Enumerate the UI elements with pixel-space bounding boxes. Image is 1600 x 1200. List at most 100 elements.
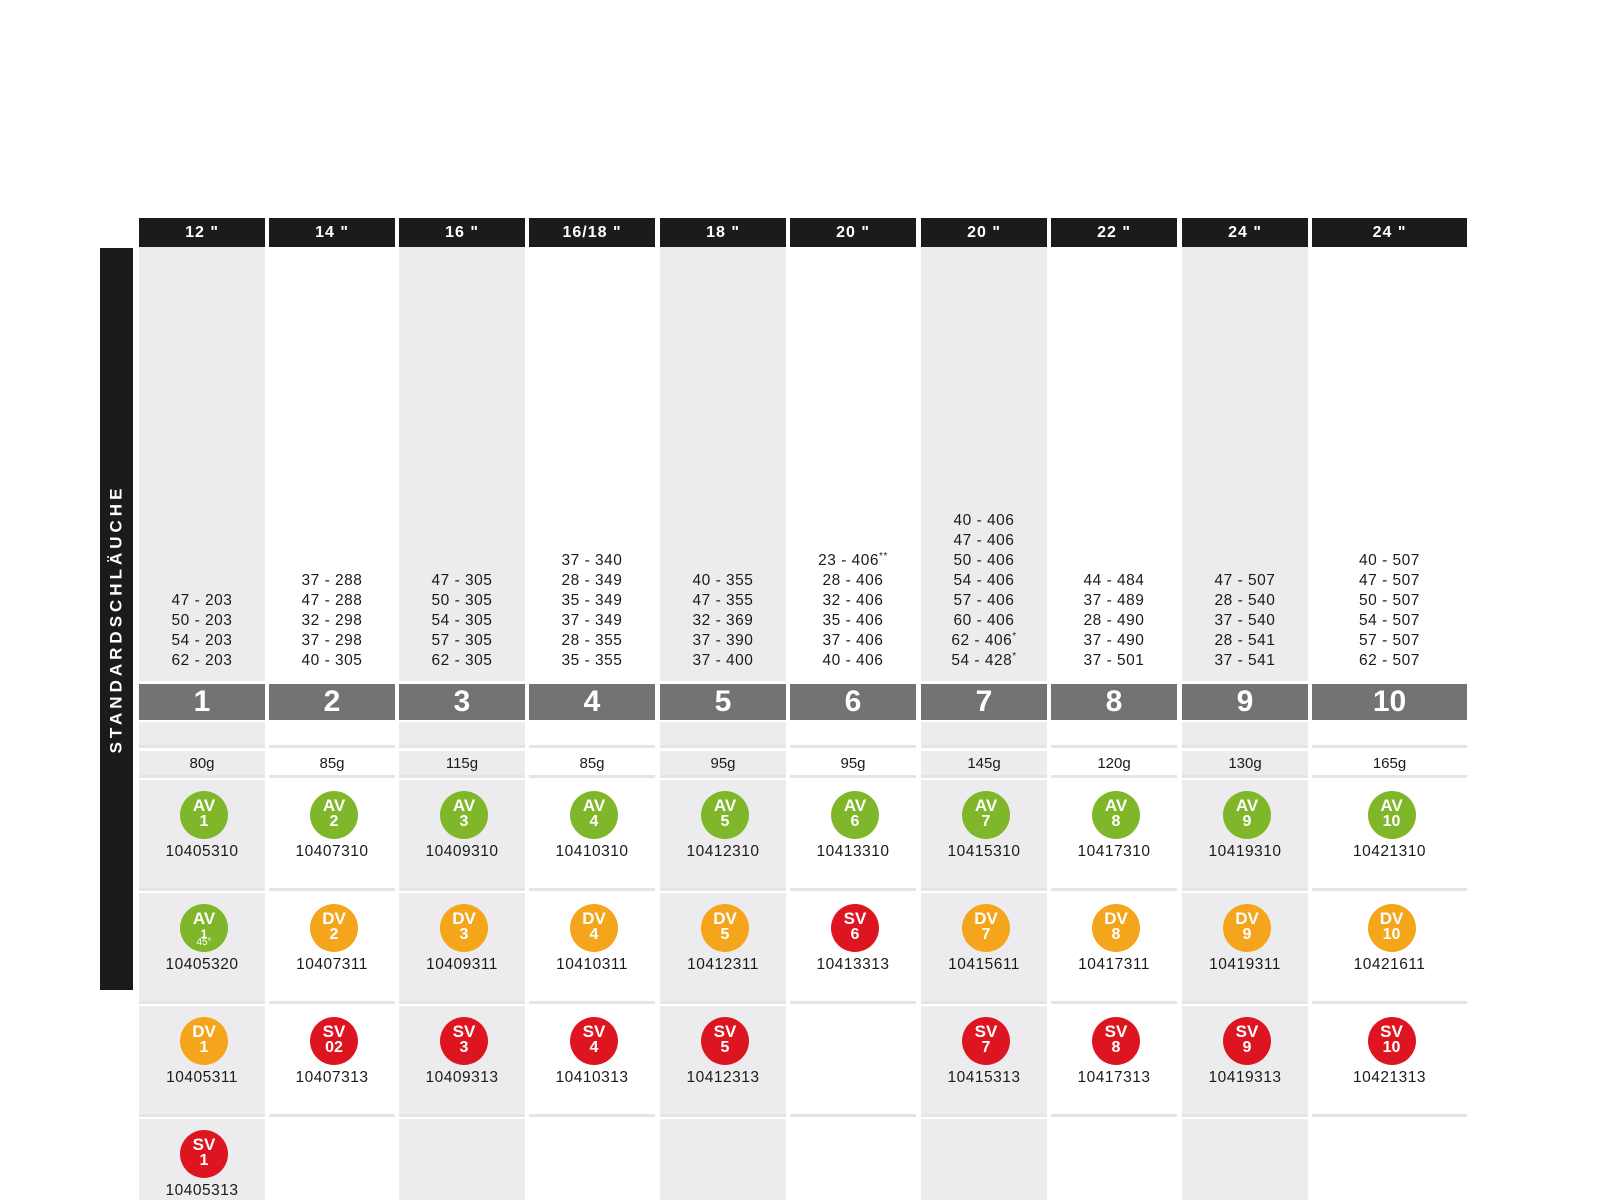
tire-size-text: 37 - 490 <box>1083 632 1145 649</box>
column-number: 5 <box>660 684 786 720</box>
tire-size: 44 - 484 <box>1051 571 1177 591</box>
valve-number: 1 <box>200 927 208 941</box>
tire-size: 37 - 501 <box>1051 651 1177 671</box>
blank-row <box>399 722 525 748</box>
valve-entry: AV 8 10417310 <box>1051 780 1177 888</box>
tire-size: 28 - 540 <box>1182 591 1308 611</box>
valve-number: 4 <box>589 926 599 943</box>
valve-number: 3 <box>459 1039 469 1056</box>
valve-entry: AV 4 10410310 <box>529 780 655 888</box>
valve-entry: DV 8 10417311 <box>1051 893 1177 1001</box>
tire-size-text: 40 - 406 <box>822 652 884 669</box>
tire-size: 35 - 355 <box>529 651 655 671</box>
tire-size: 40 - 305 <box>269 651 395 671</box>
valve-row-cell: DV 8 10417311 <box>1051 893 1177 1004</box>
valve-type: DV <box>1379 909 1404 928</box>
valve-row-cell: DV 2 10407311 <box>269 893 395 1004</box>
tire-size-text: 32 - 298 <box>301 612 363 629</box>
valve-row-cell: AV 4 10410310 <box>529 780 655 891</box>
valve-row-cell: DV 10 10421611 <box>1312 893 1467 1004</box>
valve-type: DV <box>974 909 998 928</box>
valve-entry: SV 1 10405313 <box>139 1119 265 1200</box>
valve-row-cell: DV 4 10410311 <box>529 893 655 1004</box>
valve-entry: SV 6 10413313 <box>790 893 916 1001</box>
valve-row-cell: SV 02 10407313 <box>269 1006 395 1117</box>
valve-row-cell: SV 3 10409313 <box>399 1006 525 1117</box>
valve-number: 7 <box>981 1039 991 1056</box>
valve-type: SV <box>192 1135 216 1154</box>
tire-size: 37 - 288 <box>269 571 395 591</box>
tire-size-text: 47 - 406 <box>953 532 1015 549</box>
size-column: 16/18 " 37 - 340 28 - 349 35 - 349 37 - 349 2… <box>529 218 655 1117</box>
article-number: 10412311 <box>687 956 759 973</box>
valve-sv-badge: SV 10 <box>1367 1017 1416 1065</box>
tube-weight: 165g <box>1312 751 1467 778</box>
valve-entry: SV 5 10412313 <box>660 1006 786 1114</box>
valve-angle: 45° <box>196 937 212 948</box>
valve-number: 6 <box>850 926 860 943</box>
article-number: 10407310 <box>295 843 369 860</box>
valve-entry: AV 2 10407310 <box>269 780 395 888</box>
tire-size: 60 - 406 <box>921 611 1047 631</box>
tube-weight: 85g <box>269 751 395 778</box>
valve-type: AV <box>1104 796 1128 815</box>
valve-row-cell: AV 10 10421310 <box>1312 780 1467 891</box>
tire-size-text: 35 - 349 <box>561 592 623 609</box>
footnote-mark: * <box>1012 651 1017 662</box>
tire-size-text: 47 - 203 <box>171 592 233 609</box>
side-label-text: STANDARDSCHLÄUCHE <box>106 484 126 754</box>
valve-type: DV <box>1104 909 1128 928</box>
tube-weight: 80g <box>139 751 265 778</box>
tire-size-text: 37 - 390 <box>692 632 754 649</box>
article-number: 10415313 <box>947 1069 1021 1086</box>
valve-type: SV <box>322 1022 346 1041</box>
size-column: 20 " 23 - 406** 28 - 406 32 - 406 35 - 406 37… <box>790 218 916 1117</box>
side-label-bar: STANDARDSCHLÄUCHE <box>100 248 133 990</box>
blank-row <box>790 722 916 748</box>
valve-type: SV <box>582 1022 606 1041</box>
tire-size-text: 37 - 298 <box>301 632 363 649</box>
tire-size: 50 - 507 <box>1312 591 1467 611</box>
valve-entry: DV 10 10421611 <box>1312 893 1467 1001</box>
valve-dv-badge: DV 8 <box>1092 904 1140 952</box>
tire-size-text: 37 - 406 <box>822 632 884 649</box>
valve-type: SV <box>843 909 867 928</box>
article-number: 10410311 <box>556 956 628 973</box>
valve-row-cell: SV 10 10421313 <box>1312 1006 1467 1117</box>
valve-entry: AV 7 10415310 <box>921 780 1047 888</box>
size-header: 20 " <box>921 218 1047 247</box>
size-column: 14 " 37 - 288 47 - 288 32 - 298 37 - 298 40 -… <box>269 218 395 1117</box>
tire-size-text: 47 - 288 <box>301 592 363 609</box>
valve-number: 8 <box>1111 813 1121 830</box>
size-column: 12 " 47 - 203 50 - 203 54 - 203 62 - 203 1 80g… <box>139 218 265 1200</box>
size-list-cell: 37 - 340 28 - 349 35 - 349 37 - 349 28 - 355… <box>529 247 655 681</box>
tire-size: 54 - 203 <box>139 631 265 651</box>
tire-size-text: 54 - 406 <box>953 572 1015 589</box>
valve-row-cell: SV 6 10413313 <box>790 893 916 1004</box>
tire-size-text: 37 - 541 <box>1214 652 1276 669</box>
article-number: 10407311 <box>296 956 368 973</box>
article-number: 10405313 <box>165 1182 239 1199</box>
valve-type: AV <box>974 796 998 815</box>
valve-dv-badge: DV 3 <box>440 904 488 952</box>
footnote-mark: * <box>1012 631 1017 642</box>
valve-sv-badge: SV 7 <box>962 1017 1010 1065</box>
valve-row-cell: AV 1 45° 10405320 <box>139 893 265 1004</box>
size-list-cell: 47 - 507 28 - 540 37 - 540 28 - 541 37 - 541 <box>1182 247 1308 681</box>
tire-size-text: 37 - 540 <box>1214 612 1276 629</box>
size-list-cell: 47 - 305 50 - 305 54 - 305 57 - 305 62 - 305 <box>399 247 525 681</box>
valve-dv-badge: DV 5 <box>701 904 749 952</box>
article-number: 10405311 <box>166 1069 238 1086</box>
valve-type: AV <box>192 909 216 928</box>
tire-size-text: 54 - 203 <box>171 632 233 649</box>
tire-size: 54 - 406 <box>921 571 1047 591</box>
blank-row <box>1312 722 1467 748</box>
valve-number: 9 <box>1242 926 1252 943</box>
valve-entry: SV 02 10407313 <box>269 1006 395 1114</box>
tube-weight: 130g <box>1182 751 1308 778</box>
tube-weight: 85g <box>529 751 655 778</box>
column-number: 9 <box>1182 684 1308 720</box>
tire-size-text: 57 - 305 <box>431 632 493 649</box>
size-column: 22 " 44 - 484 37 - 489 28 - 490 37 - 490 37 -… <box>1051 218 1177 1117</box>
valve-row-cell: AV 6 10413310 <box>790 780 916 891</box>
